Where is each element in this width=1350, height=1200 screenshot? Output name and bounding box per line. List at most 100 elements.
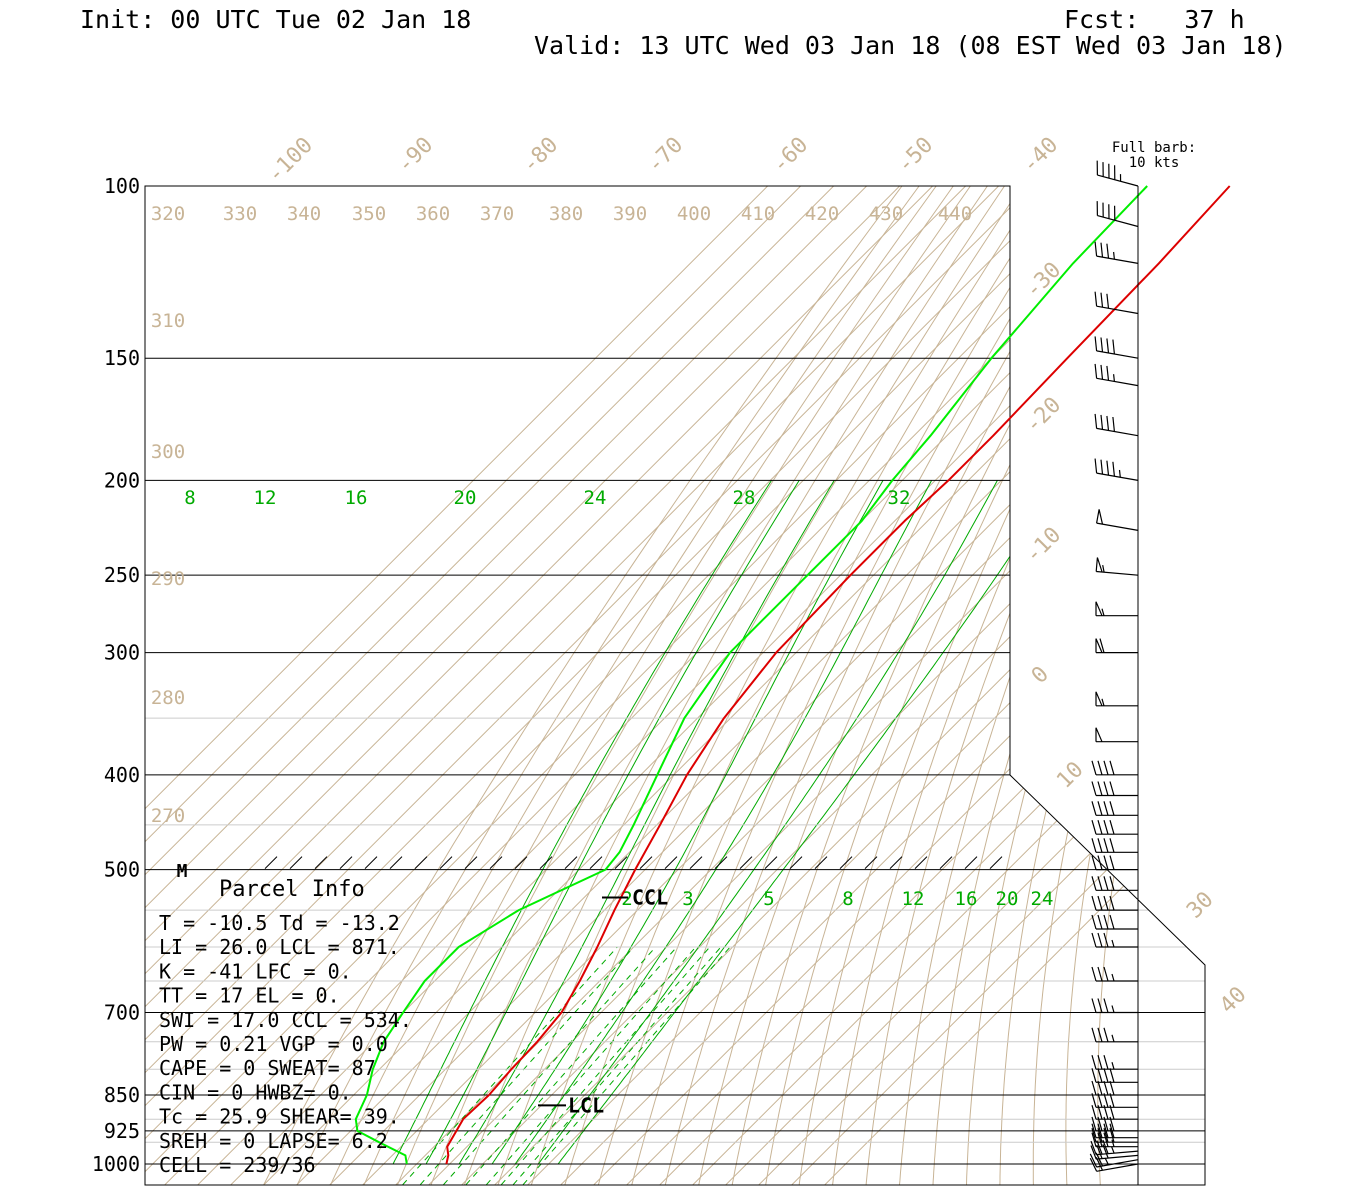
theta-label: 280 (151, 687, 185, 709)
hatch-mark (414, 856, 428, 869)
hatch-mark (464, 856, 478, 869)
moist-adiabat (458, 480, 835, 1165)
isotherm-label: 40 (1215, 982, 1251, 1018)
isotherm-label: -60 (768, 133, 814, 179)
hatch-mark (789, 856, 803, 869)
wind-barb (1096, 201, 1139, 228)
dry-adiabat (865, 186, 1205, 1185)
pressure-tick-label: 200 (104, 468, 140, 492)
wind-barb (1091, 855, 1138, 871)
isotherm-line (145, 186, 1176, 1185)
theta-label: 320 (151, 203, 185, 225)
wind-barb (1091, 1027, 1138, 1043)
mixing-ratio-label: 32 (888, 487, 911, 509)
pressure-tick-label: 1000 (92, 1152, 140, 1176)
isotherm-line (145, 186, 846, 1185)
isotherm-line (145, 186, 879, 1185)
hatch-mark (614, 856, 628, 869)
wind-barb (1094, 291, 1139, 315)
wind-barb (1095, 638, 1138, 654)
hatch-mark (839, 856, 853, 869)
dry-adiabat (832, 186, 1205, 1185)
parcel-info-row: CIN = 0 HWBZ= 0. (159, 1080, 352, 1104)
isotherm-line (145, 186, 945, 1185)
isotherm-line (758, 186, 1205, 1185)
mixing-ratio-line (512, 946, 722, 1185)
hatch-mark (964, 856, 978, 869)
theta-label: 430 (869, 203, 903, 225)
isotherm-line (145, 186, 1011, 1185)
parcel-info-row: CAPE = 0 SWEAT= 87 (159, 1056, 376, 1080)
init-time: Init: 00 UTC Tue 02 Jan 18 (80, 5, 472, 34)
pressure-tick-label: 500 (104, 858, 140, 882)
mixing-ratio-label: 2 (621, 888, 632, 910)
isotherm-label: -70 (643, 133, 689, 179)
theta-label: 340 (287, 203, 321, 225)
mixing-ratio-line (443, 946, 656, 1185)
wind-barb (1096, 509, 1139, 531)
isotherm-line (494, 186, 1205, 1185)
isotherm-label: 0 (1027, 662, 1054, 689)
barb-legend: Full barb: (1112, 140, 1196, 156)
parcel-info-row: SREH = 0 LAPSE= 6.2 (159, 1129, 388, 1153)
isotherm-line (725, 186, 1205, 1185)
wind-barb (1091, 876, 1138, 891)
hatch-mark (914, 856, 928, 869)
dry-adiabat (1097, 186, 1205, 1185)
hatch-mark (639, 856, 653, 869)
hatch-mark (439, 856, 453, 869)
valid-time: Valid: 13 UTC Wed 03 Jan 18 (08 EST Wed … (534, 31, 1287, 60)
mixing-ratio-line (500, 946, 711, 1185)
theta-label: 440 (938, 203, 972, 225)
surface-marker: M (177, 861, 188, 882)
mixing-ratio-label: 8 (842, 888, 853, 910)
mixing-ratio-label: 16 (345, 487, 368, 509)
isotherm-label: -90 (393, 133, 439, 179)
dry-adiabat (530, 186, 1069, 1185)
theta-label: 360 (416, 203, 450, 225)
theta-label: 410 (741, 203, 775, 225)
hatch-mark (564, 856, 578, 869)
wind-barb (1090, 1144, 1139, 1160)
parcel-info-row: Tc = 25.9 SHEAR= 39. (159, 1105, 400, 1129)
theta-label: 380 (549, 203, 583, 225)
wind-barb (1094, 458, 1139, 481)
hatch-mark (814, 856, 828, 869)
temperature-profile (445, 185, 1231, 1165)
mixing-ratio-label: 20 (996, 888, 1019, 910)
wind-barb (1091, 966, 1138, 982)
mixing-ratio-label: 3 (682, 888, 693, 910)
hatch-mark (589, 856, 603, 869)
hatch-mark (489, 856, 503, 869)
isotherm-line (145, 186, 813, 1185)
isotherm-line (659, 186, 1205, 1185)
wind-barb (1094, 241, 1139, 264)
wind-barb (1091, 760, 1138, 776)
dry-adiabat (731, 186, 1169, 1185)
hatch-mark (289, 856, 303, 869)
wind-barb (1091, 914, 1138, 930)
theta-label: 350 (352, 203, 386, 225)
isotherm-line (145, 186, 1077, 1185)
hatch-mark (889, 856, 903, 869)
isotherm-line (791, 186, 1205, 1185)
wind-barb (1096, 160, 1139, 187)
wind-barb (1094, 363, 1139, 387)
isotherm-label: 30 (1182, 887, 1218, 923)
dry-adiabat (1032, 186, 1205, 1185)
hatch-mark (364, 856, 378, 869)
hatch-mark (739, 856, 753, 869)
isotherm-line (428, 186, 1205, 1185)
wind-barb (1095, 601, 1138, 617)
mixing-ratio-label: 8 (184, 487, 195, 509)
moist-adiabat (537, 480, 998, 1165)
isotherm-line (145, 186, 912, 1185)
wind-barb (1090, 1139, 1139, 1156)
mixing-ratio-label: 5 (763, 888, 774, 910)
isotherm-line (626, 186, 1205, 1185)
mixing-ratio-line (465, 946, 678, 1185)
mixing-ratio-line (402, 946, 618, 1185)
parcel-info-row: CELL = 239/36 (159, 1153, 316, 1177)
isotherm-line (145, 186, 1044, 1185)
dry-adiabat (564, 186, 1086, 1185)
